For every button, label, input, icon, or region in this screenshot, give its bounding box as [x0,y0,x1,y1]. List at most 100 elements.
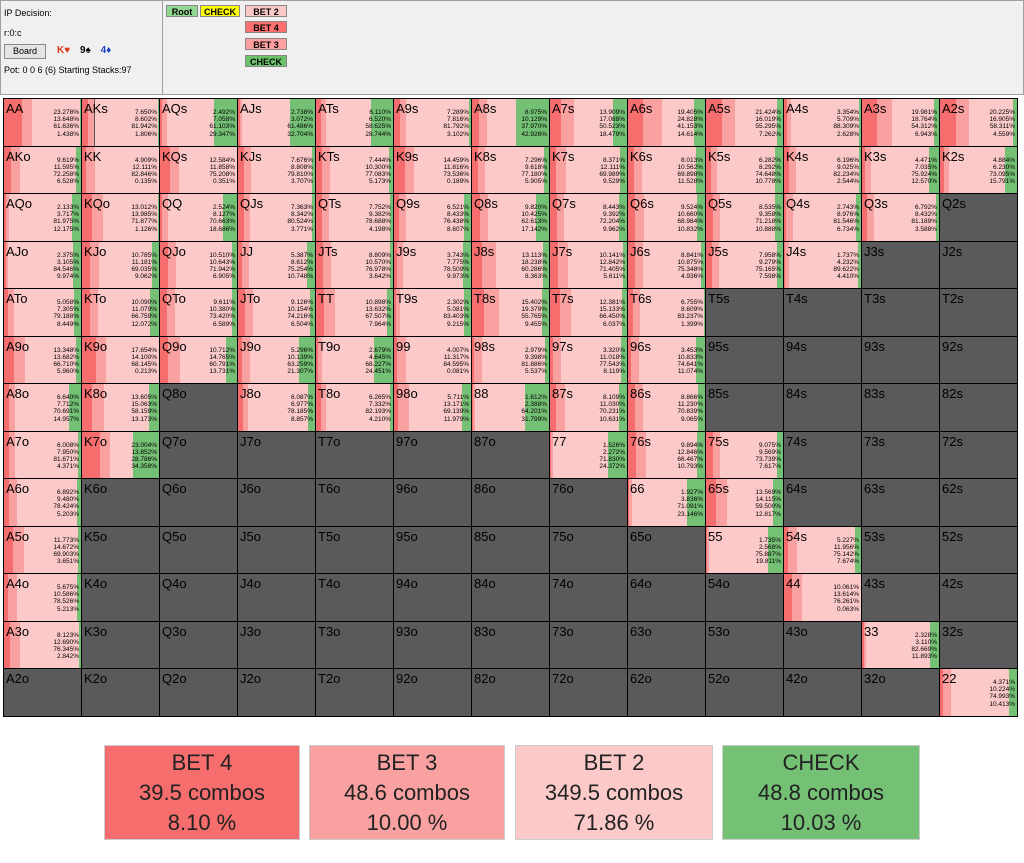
hand-cell-94o[interactable]: 94o [393,573,472,622]
hand-cell-ajo[interactable]: 2.375% 3.105% 84.546% 9.974% AJo [3,240,82,289]
hand-cell-k3s[interactable]: 4.471% 7.035% 75.924% 12.570% K3s [861,145,940,194]
hand-cell-k3o[interactable]: K3o [81,620,160,669]
hand-cell-a8o[interactable]: 6.640% 7.712% 70.691% 14.957% A8o [3,383,82,432]
hand-cell-q5o[interactable]: Q5o [159,525,238,574]
hand-cell-a4o[interactable]: 5.675% 10.586% 78.526% 5.213% A4o [3,573,82,622]
hand-cell-j3o[interactable]: J3o [237,620,316,669]
hand-cell-84s[interactable]: 84s [783,383,862,432]
hand-cell-j5o[interactable]: J5o [237,525,316,574]
legend-bet-4[interactable]: BET 4 39.5 combos 8.10 % [104,745,300,840]
board-button[interactable]: Board [4,44,46,59]
hand-cell-k5s[interactable]: 6.282% 8.292% 74.648% 10.778% K5s [705,145,784,194]
hand-cell-95o[interactable]: 95o [393,525,472,574]
hand-cell-94s[interactable]: 94s [783,335,862,384]
hand-cell-98o[interactable]: 5.711% 13.171% 69.139% 11.979% 98o [393,383,472,432]
tree-node-bet-2[interactable]: BET 2 [245,5,287,17]
hand-cell-74o[interactable]: 74o [549,573,628,622]
hand-cell-j4o[interactable]: J4o [237,573,316,622]
hand-cell-ajs[interactable]: 2.738% 3.072% 61.486% 32.704% AJs [237,98,316,147]
hand-cell-q4o[interactable]: Q4o [159,573,238,622]
tree-node-bet-3[interactable]: BET 3 [245,38,287,50]
hand-cell-62s[interactable]: 62s [939,478,1018,527]
hand-cell-ato[interactable]: 5.058% 7.305% 79.188% 8.449% ATo [3,288,82,337]
hand-cell-a5o[interactable]: 11.773% 14.672% 69.903% 3.651% A5o [3,525,82,574]
hand-cell-a6o[interactable]: 6.892% 9.480% 78.424% 5.203% A6o [3,478,82,527]
hand-cell-t8s[interactable]: 15.402% 19.379% 55.765% 9.455% T8s [471,288,550,337]
hand-cell-q4s[interactable]: 2.743% 8.976% 81.546% 6.734% Q4s [783,193,862,242]
hand-cell-j2s[interactable]: J2s [939,240,1018,289]
tree-node-check[interactable]: CHECK [200,5,240,17]
hand-cell-k4o[interactable]: K4o [81,573,160,622]
hand-cell-k4s[interactable]: 6.196% 9.025% 82.234% 2.544% K4s [783,145,862,194]
hand-cell-63s[interactable]: 63s [861,478,940,527]
hand-cell-73o[interactable]: 73o [549,620,628,669]
hand-cell-k6o[interactable]: K6o [81,478,160,527]
tree-node-root[interactable]: Root [166,5,198,17]
hand-cell-t4o[interactable]: T4o [315,573,394,622]
hand-cell-t7s[interactable]: 12.381% 15.133% 66.450% 6.037% T7s [549,288,628,337]
hand-cell-a5s[interactable]: 21.424% 16.019% 55.295% 7.262% A5s [705,98,784,147]
hand-cell-q3s[interactable]: 6.792% 8.432% 81.189% 3.588% Q3s [861,193,940,242]
hand-cell-83s[interactable]: 83s [861,383,940,432]
tree-node-check-2[interactable]: CHECK [245,55,287,67]
hand-cell-q8o[interactable]: Q8o [159,383,238,432]
hand-cell-q7o[interactable]: Q7o [159,430,238,479]
legend-bet-3[interactable]: BET 3 48.6 combos 10.00 % [309,745,505,840]
hand-cell-t3s[interactable]: T3s [861,288,940,337]
hand-cell-32s[interactable]: 32s [939,620,1018,669]
hand-cell-k7o[interactable]: 23.004% 13.852% 28.786% 34.358% K7o [81,430,160,479]
hand-cell-jts[interactable]: 8.809% 10.570% 76.978% 3.642% JTs [315,240,394,289]
hand-cell-a9s[interactable]: 7.289% 7.816% 81.792% 3.102% A9s [393,98,472,147]
hand-cell-j9o[interactable]: 5.296% 10.139% 63.259% 21.307% J9o [237,335,316,384]
hand-cell-ako[interactable]: 9.619% 11.595% 72.258% 6.528% AKo [3,145,82,194]
hand-cell-62o[interactable]: 62o [627,668,706,717]
hand-cell-43s[interactable]: 43s [861,573,940,622]
hand-cell-a6s[interactable]: 19.405% 24.828% 41.153% 14.614% A6s [627,98,706,147]
hand-cell-97s[interactable]: 3.320% 11.018% 77.543% 8.119% 97s [549,335,628,384]
hand-cell-87o[interactable]: 87o [471,430,550,479]
hand-cell-96o[interactable]: 96o [393,478,472,527]
hand-cell-85s[interactable]: 85s [705,383,784,432]
hand-cell-t8o[interactable]: 6.265% 7.332% 82.193% 4.210% T8o [315,383,394,432]
hand-cell-76s[interactable]: 9.894% 12.846% 66.467% 10.793% 76s [627,430,706,479]
hand-cell-86o[interactable]: 86o [471,478,550,527]
hand-cell-a2s[interactable]: 20.225% 16.905% 58.311% 4.559% A2s [939,98,1018,147]
hand-cell-97o[interactable]: 97o [393,430,472,479]
hand-cell-jto[interactable]: 9.126% 10.154% 74.216% 6.504% JTo [237,288,316,337]
hand-cell-k8o[interactable]: 13.605% 15.063% 58.159% 13.173% K8o [81,383,160,432]
hand-cell-44[interactable]: 10.061% 13.614% 76.261% 0.063% 44 [783,573,862,622]
hand-cell-72o[interactable]: 72o [549,668,628,717]
hand-cell-t6s[interactable]: 6.755% 8.609% 83.237% 1.399% T6s [627,288,706,337]
hand-cell-j7s[interactable]: 10.141% 12.842% 71.405% 5.611% J7s [549,240,628,289]
tree-node-bet-4[interactable]: BET 4 [245,21,287,33]
hand-cell-q6o[interactable]: Q6o [159,478,238,527]
hand-cell-q3o[interactable]: Q3o [159,620,238,669]
hand-cell-83o[interactable]: 83o [471,620,550,669]
hand-cell-kk[interactable]: 4.909% 12.111% 82.846% 0.135% KK [81,145,160,194]
hand-cell-kjo[interactable]: 10.785% 11.181% 69.035% 9.062% KJo [81,240,160,289]
hand-cell-qjo[interactable]: 10.510% 10.643% 71.942% 6.905% QJo [159,240,238,289]
hand-cell-j8s[interactable]: 13.113% 18.238% 60.286% 8.363% J8s [471,240,550,289]
hand-cell-k2o[interactable]: K2o [81,668,160,717]
hand-cell-53s[interactable]: 53s [861,525,940,574]
hand-cell-qq[interactable]: 2.524% 8.127% 70.663% 18.686% QQ [159,193,238,242]
legend-check[interactable]: CHECK 48.8 combos 10.03 % [722,745,920,840]
hand-cell-54o[interactable]: 54o [705,573,784,622]
hand-cell-64s[interactable]: 64s [783,478,862,527]
hand-cell-t2s[interactable]: T2s [939,288,1018,337]
hand-cell-a2o[interactable]: A2o [3,668,82,717]
hand-cell-k2s[interactable]: 4.884% 6.230% 73.095% 15.791% K2s [939,145,1018,194]
hand-cell-kts[interactable]: 7.444% 10.300% 77.083% 5.173% KTs [315,145,394,194]
hand-cell-t5o[interactable]: T5o [315,525,394,574]
hand-cell-93s[interactable]: 93s [861,335,940,384]
hand-cell-qts[interactable]: 7.752% 9.382% 78.688% 4.198% QTs [315,193,394,242]
hand-cell-55[interactable]: 1.735% 2.568% 75.887% 19.811% 55 [705,525,784,574]
hand-cell-jj[interactable]: 5.387% 8.612% 75.254% 10.748% JJ [237,240,316,289]
hand-cell-84o[interactable]: 84o [471,573,550,622]
hand-cell-52o[interactable]: 52o [705,668,784,717]
hand-cell-t2o[interactable]: T2o [315,668,394,717]
hand-cell-96s[interactable]: 3.453% 10.833% 74.641% 11.074% 96s [627,335,706,384]
hand-cell-65s[interactable]: 13.569% 14.115% 59.500% 12.817% 65s [705,478,784,527]
hand-cell-q5s[interactable]: 8.535% 9.358% 71.218% 10.888% Q5s [705,193,784,242]
hand-cell-k9o[interactable]: 17.654% 14.100% 68.145% 0.213% K9o [81,335,160,384]
